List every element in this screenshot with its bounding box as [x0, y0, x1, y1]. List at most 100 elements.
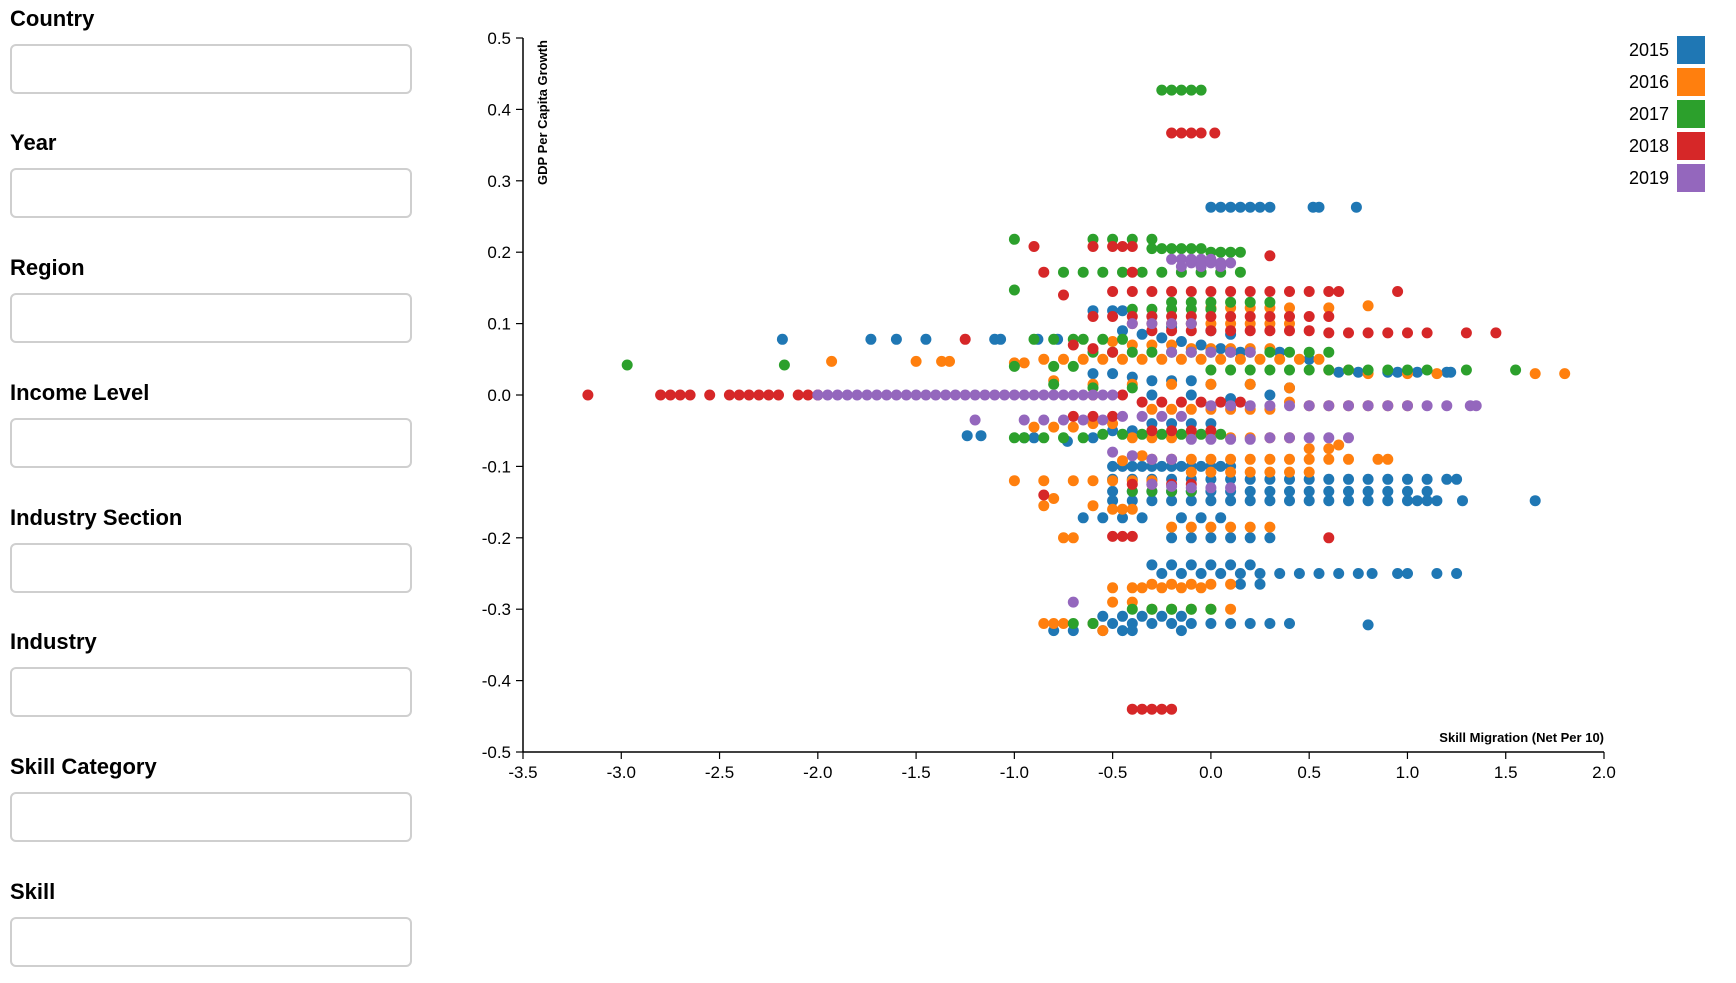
data-point-2017	[1067, 360, 1079, 372]
data-point-2017	[1166, 603, 1178, 615]
data-point-2017	[1195, 243, 1207, 255]
filter-label-industry-section: Industry Section	[10, 505, 183, 530]
data-point-2016	[1146, 403, 1158, 415]
data-point-2015	[1077, 512, 1089, 524]
data-point-2018	[1107, 346, 1119, 358]
data-point-2016	[1117, 455, 1128, 467]
industry-input[interactable]	[10, 667, 412, 717]
data-point-2016	[1136, 582, 1148, 594]
data-point-2015	[1382, 485, 1394, 497]
data-point-2015	[1244, 495, 1256, 507]
data-point-2017	[1156, 84, 1168, 96]
data-point-2018	[1234, 396, 1246, 408]
filter-label-income-level: Income Level	[10, 380, 150, 405]
x-tick-label: 1.0	[1396, 763, 1420, 782]
data-point-2017	[1215, 246, 1227, 258]
filter-label-region: Region	[10, 255, 85, 280]
data-point-2016	[1333, 439, 1345, 451]
data-point-2019	[1244, 346, 1256, 358]
data-point-2017	[1284, 346, 1295, 358]
data-point-2016	[1028, 421, 1040, 433]
data-point-2019	[822, 389, 834, 401]
data-point-2016	[1284, 466, 1295, 478]
data-point-2016	[1215, 353, 1227, 365]
legend-swatch	[1677, 68, 1705, 96]
data-point-2019	[1195, 261, 1207, 272]
data-point-2018	[1087, 311, 1099, 322]
data-point-2016	[1038, 618, 1050, 629]
data-point-2019	[1166, 253, 1178, 265]
data-point-2019	[1166, 480, 1178, 492]
data-point-2017	[1077, 432, 1089, 444]
data-point-2016	[1343, 453, 1354, 465]
data-point-2016	[1185, 521, 1197, 533]
data-point-2019	[1038, 389, 1050, 401]
data-point-2015	[1234, 568, 1246, 579]
country-input[interactable]	[10, 44, 412, 94]
data-point-2018	[802, 389, 814, 401]
data-point-2015	[1156, 610, 1168, 622]
data-point-2019	[1107, 446, 1119, 458]
data-point-2018	[1107, 530, 1119, 542]
skill-input[interactable]	[10, 917, 412, 967]
data-point-2017	[1343, 364, 1354, 376]
data-point-2017	[1460, 364, 1472, 376]
data-point-2018	[1067, 339, 1079, 351]
data-point-2016	[1303, 443, 1315, 455]
data-point-2017	[1146, 233, 1158, 245]
data-point-2017	[1264, 364, 1276, 376]
data-point-2018	[1244, 325, 1256, 337]
filter-region: Region	[10, 255, 414, 343]
data-point-2016	[1058, 532, 1069, 544]
points-layer	[582, 84, 1571, 715]
data-point-2017	[1117, 333, 1128, 345]
data-point-2017	[1402, 364, 1413, 376]
data-point-2017	[1175, 243, 1187, 255]
data-point-2016	[1205, 521, 1217, 533]
data-point-2018	[1136, 396, 1148, 408]
data-point-2015	[1264, 618, 1276, 629]
data-point-2017	[1058, 432, 1069, 444]
data-point-2016	[936, 355, 948, 367]
income-level-input[interactable]	[10, 418, 412, 468]
data-point-2017	[1175, 428, 1187, 440]
data-point-2017	[1077, 333, 1089, 345]
data-point-2016	[1166, 403, 1178, 415]
data-point-2018	[704, 389, 716, 401]
data-point-2019	[969, 389, 981, 401]
data-point-2019	[1126, 318, 1138, 330]
data-point-2019	[910, 389, 922, 401]
data-point-2018	[1215, 396, 1227, 408]
data-point-2015	[1225, 532, 1237, 544]
data-point-2015	[1457, 495, 1468, 507]
legend-swatch	[1677, 164, 1705, 192]
data-point-2018	[1107, 286, 1119, 297]
data-point-2018	[1107, 311, 1119, 322]
data-point-2019	[1205, 253, 1217, 265]
data-point-2017	[1136, 266, 1148, 278]
industry-section-input[interactable]	[10, 543, 412, 593]
data-point-2019	[1058, 414, 1069, 426]
data-point-2018	[1284, 311, 1295, 322]
data-point-2015	[1107, 368, 1119, 380]
legend-swatch	[1677, 36, 1705, 64]
data-point-2017	[1510, 364, 1522, 376]
data-point-2017	[1264, 346, 1276, 358]
region-input[interactable]	[10, 293, 412, 343]
data-point-2016	[1185, 466, 1197, 478]
data-point-2019	[1146, 478, 1158, 490]
series-2017	[621, 84, 1522, 629]
data-point-2015	[1441, 473, 1453, 485]
x-axis-title: Skill Migration (Net Per 10)	[1439, 730, 1604, 745]
legend-item-2015: 2015	[1629, 36, 1705, 64]
data-point-2016	[1254, 353, 1266, 365]
data-point-2017	[1008, 360, 1020, 372]
data-point-2017	[1166, 84, 1178, 96]
data-point-2015	[1185, 618, 1197, 629]
skill-category-input[interactable]	[10, 792, 412, 842]
data-point-2017	[1175, 84, 1187, 96]
data-point-2016	[1136, 450, 1148, 462]
year-input[interactable]	[10, 168, 412, 218]
data-point-2017	[1038, 432, 1050, 444]
data-point-2015	[1087, 432, 1099, 444]
